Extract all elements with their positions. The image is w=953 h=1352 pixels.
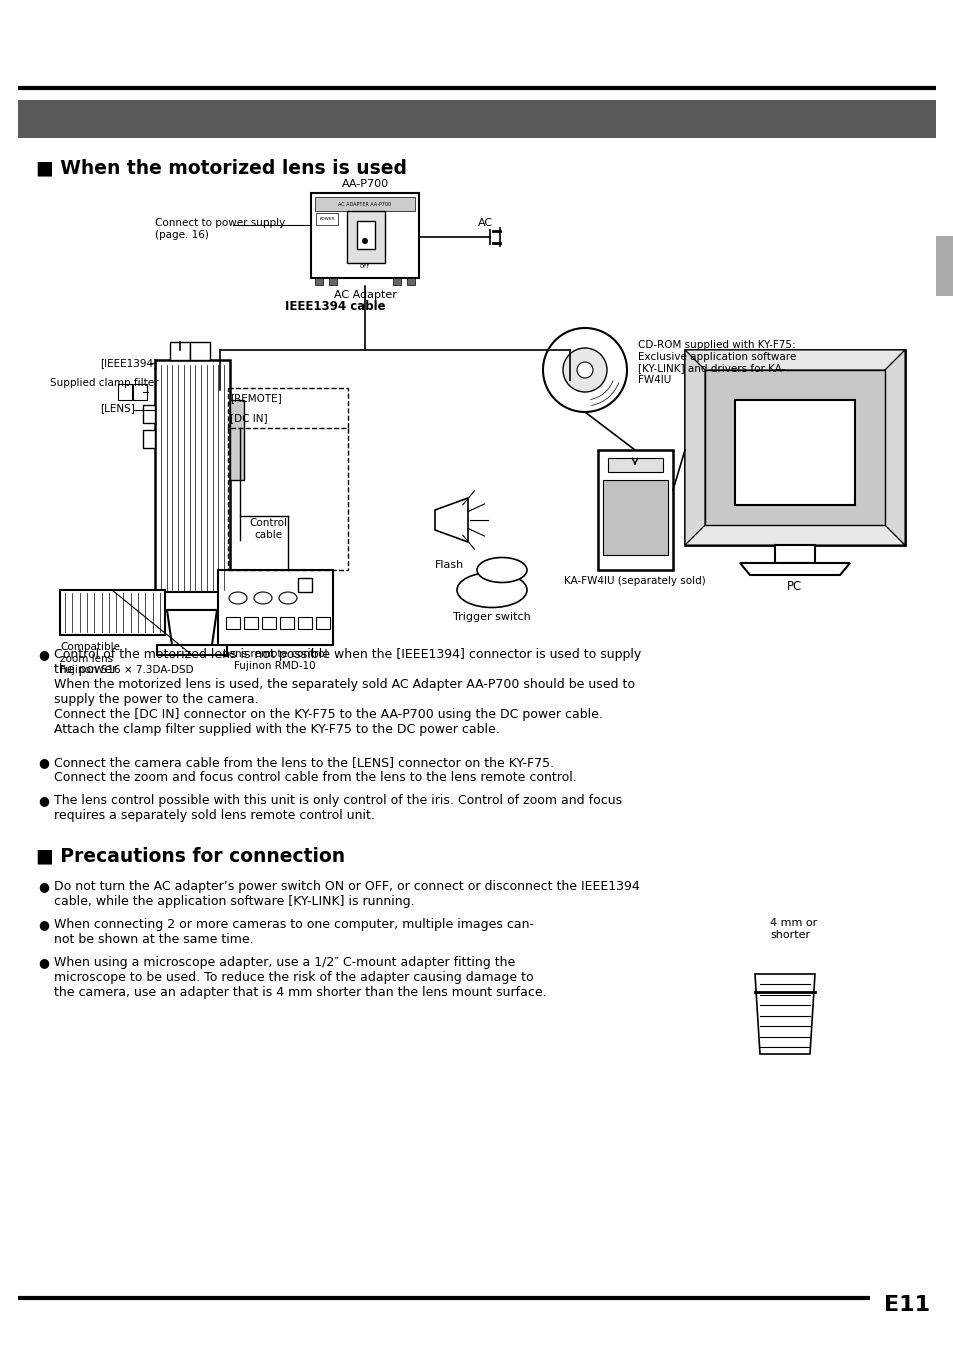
Text: When connecting 2 or more cameras to one computer, multiple images can-
not be s: When connecting 2 or more cameras to one… <box>54 918 534 946</box>
Text: AC ADAPTER AA-P700: AC ADAPTER AA-P700 <box>338 201 391 207</box>
Polygon shape <box>754 973 814 1055</box>
Circle shape <box>542 329 626 412</box>
Bar <box>18 100 935 138</box>
Bar <box>314 279 323 285</box>
Text: The lens control possible with this unit is only control of the iris. Control of: The lens control possible with this unit… <box>54 794 621 822</box>
Bar <box>315 617 330 629</box>
Text: AA-P700: AA-P700 <box>341 178 388 189</box>
Bar <box>734 400 854 506</box>
Bar <box>684 350 904 545</box>
Text: 4 mm or
shorter: 4 mm or shorter <box>769 918 817 940</box>
Text: CD-ROM supplied with KY-F75:
Exclusive application software
[KY-LINK] and driver: CD-ROM supplied with KY-F75: Exclusive a… <box>638 339 796 385</box>
Bar <box>314 197 415 211</box>
Text: KA-FW4IU (separately sold): KA-FW4IU (separately sold) <box>563 576 705 585</box>
Circle shape <box>361 238 368 243</box>
Bar <box>329 279 336 285</box>
Bar <box>226 617 240 629</box>
Text: Connect the camera cable from the lens to the [LENS] connector on the KY-F75.
Co: Connect the camera cable from the lens t… <box>54 756 577 784</box>
Text: AC Adapter: AC Adapter <box>334 289 396 300</box>
Text: E11: E11 <box>882 1295 929 1315</box>
Text: Supplied clamp filter: Supplied clamp filter <box>50 379 158 388</box>
Bar <box>218 571 333 645</box>
Bar <box>143 406 154 423</box>
Polygon shape <box>435 498 468 542</box>
Ellipse shape <box>229 592 247 604</box>
Ellipse shape <box>253 592 272 604</box>
Bar <box>297 579 312 592</box>
Bar <box>407 279 415 285</box>
Bar <box>170 342 190 360</box>
Text: Control of the motorized lens is not possible when the [IEEE1394] connector is u: Control of the motorized lens is not pos… <box>54 648 640 735</box>
Bar <box>262 617 275 629</box>
Bar <box>228 388 348 429</box>
Bar <box>244 617 257 629</box>
Bar <box>143 430 154 448</box>
Polygon shape <box>684 350 904 370</box>
Text: Flash: Flash <box>435 560 464 571</box>
Text: OFF: OFF <box>359 264 370 269</box>
Bar <box>280 617 294 629</box>
Bar <box>598 450 672 571</box>
Bar <box>347 211 385 264</box>
Bar <box>147 592 237 610</box>
Ellipse shape <box>476 557 526 583</box>
Bar <box>60 589 165 635</box>
Text: ■ Precautions for connection: ■ Precautions for connection <box>36 846 345 865</box>
Bar <box>118 384 132 400</box>
Text: ●: ● <box>38 880 49 894</box>
Text: Compatible
zoom lens
Fujinon S16 × 7.3DA-DSD: Compatible zoom lens Fujinon S16 × 7.3DA… <box>60 642 193 675</box>
Ellipse shape <box>278 592 296 604</box>
Bar <box>356 220 375 249</box>
Polygon shape <box>684 350 704 545</box>
Text: Control
cable: Control cable <box>249 518 287 539</box>
Bar <box>311 193 418 279</box>
Text: ●: ● <box>38 756 49 769</box>
Bar <box>157 645 227 654</box>
Bar <box>154 360 230 610</box>
Text: ●: ● <box>38 794 49 807</box>
Text: Connect to power supply
(page. 16): Connect to power supply (page. 16) <box>154 218 285 239</box>
Polygon shape <box>167 610 216 645</box>
Text: ●: ● <box>38 648 49 661</box>
Bar <box>602 480 667 556</box>
Text: ●: ● <box>38 956 49 969</box>
Bar <box>315 214 337 224</box>
Text: ●: ● <box>38 918 49 932</box>
Text: AC: AC <box>477 218 493 228</box>
Text: [IEEE1394]: [IEEE1394] <box>100 358 157 368</box>
Circle shape <box>577 362 593 379</box>
Circle shape <box>562 347 606 392</box>
Bar <box>607 458 662 472</box>
Text: [REMOTE]: [REMOTE] <box>230 393 281 403</box>
Polygon shape <box>740 562 849 575</box>
Bar <box>774 545 814 562</box>
Bar <box>230 400 244 480</box>
Text: [DC IN]: [DC IN] <box>230 412 268 423</box>
Bar <box>132 384 147 400</box>
Text: POWER: POWER <box>319 218 335 220</box>
Text: Lens remote control
Fujinon RMD-10: Lens remote control Fujinon RMD-10 <box>222 649 327 671</box>
Text: ■ When the motorized lens is used: ■ When the motorized lens is used <box>36 158 407 177</box>
Bar <box>297 617 312 629</box>
Text: PC: PC <box>786 580 801 594</box>
Bar <box>935 237 953 296</box>
Text: IEEE1394 cable: IEEE1394 cable <box>284 300 385 314</box>
Polygon shape <box>684 525 904 545</box>
Text: Trigger switch: Trigger switch <box>453 612 530 622</box>
Text: [LENS]: [LENS] <box>100 403 134 412</box>
Text: When using a microscope adapter, use a 1/2″ C-mount adapter fitting the
microsco: When using a microscope adapter, use a 1… <box>54 956 546 999</box>
Bar <box>190 342 210 360</box>
Bar <box>393 279 400 285</box>
Polygon shape <box>884 350 904 545</box>
Ellipse shape <box>456 572 526 607</box>
Bar <box>704 370 884 525</box>
Text: Do not turn the AC adapter’s power switch ON or OFF, or connect or disconnect th: Do not turn the AC adapter’s power switc… <box>54 880 639 909</box>
